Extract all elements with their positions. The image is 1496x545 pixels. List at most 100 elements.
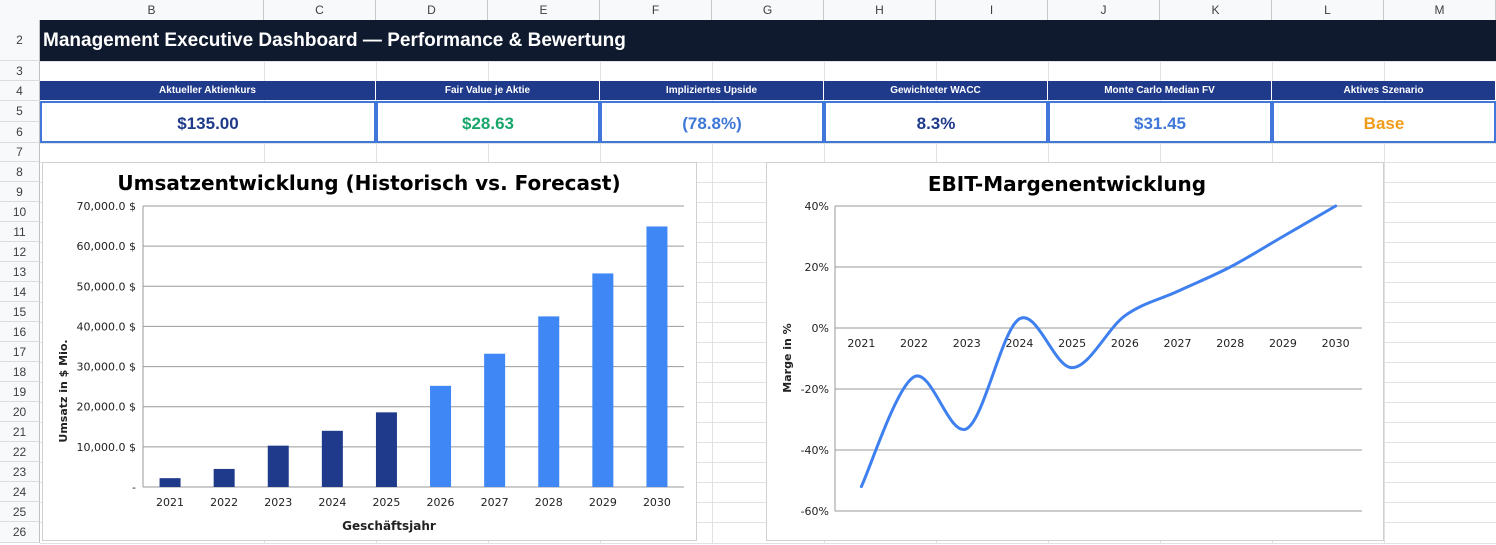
ebit-xtick-label: 2021: [847, 337, 875, 350]
ebit-xtick-label: 2022: [900, 337, 928, 350]
revenue-xaxis-label: Geschäftsjahr: [342, 519, 436, 533]
revenue-bar-2023[interactable]: [267, 445, 289, 487]
ebit-margin-chart[interactable]: EBIT-Margenentwicklung Marge in % -60% -4…: [766, 162, 1384, 541]
column-header-M[interactable]: M: [1384, 0, 1496, 20]
column-header-H[interactable]: H: [824, 0, 936, 20]
ebit-ytick-label: 40%: [805, 200, 829, 213]
ebit-ytick-label: -20%: [801, 383, 829, 396]
revenue-bar-2026[interactable]: [430, 385, 452, 487]
kpi-label[interactable]: Gewichteter WACC: [824, 81, 1048, 100]
ebit-margin-chart-svg: EBIT-Margenentwicklung Marge in % -60% -4…: [781, 172, 1362, 518]
row-header-14[interactable]: 14: [0, 282, 40, 302]
ebit-xtick-label: 2026: [1111, 337, 1139, 350]
ebit-xtick-label: 2024: [1005, 337, 1033, 350]
row-header-21[interactable]: 21: [0, 422, 40, 442]
revenue-yaxis-label: Umsatz in $ Mio.: [57, 339, 70, 442]
grid-row-line: [40, 543, 1496, 544]
revenue-xtick-label: 2023: [264, 496, 292, 509]
revenue-bar-2021[interactable]: [159, 478, 181, 487]
column-header-D[interactable]: D: [376, 0, 488, 20]
revenue-xtick-label: 2022: [210, 496, 238, 509]
revenue-ytick-label: 70,000.0 $: [77, 200, 136, 213]
revenue-ytick-label: 40,000.0 $: [77, 320, 136, 333]
row-header-23[interactable]: 23: [0, 462, 40, 482]
revenue-bar-2028[interactable]: [538, 316, 560, 487]
column-header-E[interactable]: E: [488, 0, 600, 20]
kpi-label[interactable]: Impliziertes Upside: [600, 81, 824, 100]
column-header-J[interactable]: J: [1048, 0, 1160, 20]
ebit-ytick-label: -60%: [801, 505, 829, 518]
row-header-2[interactable]: 2: [0, 20, 40, 61]
revenue-bar-2027[interactable]: [484, 353, 506, 487]
row-header-11[interactable]: 11: [0, 222, 40, 242]
ebit-ytick-label: 0%: [812, 322, 829, 335]
revenue-xtick-label: 2026: [427, 496, 455, 509]
ebit-xtick-label: 2027: [1164, 337, 1192, 350]
row-header-15[interactable]: 15: [0, 302, 40, 322]
revenue-xtick-label: 2021: [156, 496, 184, 509]
column-header-K[interactable]: K: [1160, 0, 1272, 20]
revenue-chart[interactable]: Umsatzentwicklung (Historisch vs. Foreca…: [42, 162, 697, 541]
column-header-I[interactable]: I: [936, 0, 1048, 20]
column-header-F[interactable]: F: [600, 0, 712, 20]
row-header-12[interactable]: 12: [0, 242, 40, 262]
kpi-value[interactable]: $135.00: [40, 101, 376, 143]
row-header-4[interactable]: 4: [0, 81, 40, 101]
revenue-bar-2024[interactable]: [321, 430, 343, 487]
revenue-chart-svg: Umsatzentwicklung (Historisch vs. Foreca…: [57, 171, 684, 533]
kpi-value[interactable]: (78.8%): [600, 101, 824, 143]
ebit-ytick-label: -40%: [801, 444, 829, 457]
row-header-26[interactable]: 26: [0, 522, 40, 543]
revenue-bar-2030[interactable]: [646, 226, 668, 488]
grid-col-line: [712, 20, 713, 543]
revenue-chart-title: Umsatzentwicklung (Historisch vs. Foreca…: [117, 171, 620, 195]
row-header-18[interactable]: 18: [0, 362, 40, 382]
ebit-chart-title: EBIT-Margenentwicklung: [928, 172, 1206, 196]
column-header-L[interactable]: L: [1272, 0, 1384, 20]
ebit-margin-line[interactable]: [859, 204, 1338, 489]
row-header-6[interactable]: 6: [0, 122, 40, 143]
revenue-bar-2022[interactable]: [213, 468, 235, 487]
revenue-ytick-label: 20,000.0 $: [77, 401, 136, 414]
grid-row-line: [40, 143, 1496, 144]
kpi-value[interactable]: Base: [1272, 101, 1496, 143]
revenue-xtick-label: 2027: [481, 496, 509, 509]
ebit-xtick-label: 2023: [953, 337, 981, 350]
column-header-G[interactable]: G: [712, 0, 824, 20]
kpi-value[interactable]: 8.3%: [824, 101, 1048, 143]
row-header-17[interactable]: 17: [0, 342, 40, 362]
row-header-16[interactable]: 16: [0, 322, 40, 342]
row-header-5[interactable]: 5: [0, 101, 40, 122]
kpi-label[interactable]: Aktives Szenario: [1272, 81, 1496, 100]
kpi-label[interactable]: Aktueller Aktienkurs: [40, 81, 376, 100]
revenue-bar-2029[interactable]: [592, 273, 614, 487]
column-header-B[interactable]: B: [40, 0, 264, 20]
column-header-C[interactable]: C: [264, 0, 376, 20]
revenue-ytick-label: 10,000.0 $: [77, 441, 136, 454]
kpi-label[interactable]: Fair Value je Aktie: [376, 81, 600, 100]
revenue-ytick-label: 30,000.0 $: [77, 361, 136, 374]
kpi-label[interactable]: Monte Carlo Median FV: [1048, 81, 1272, 100]
ebit-xtick-label: 2028: [1216, 337, 1244, 350]
row-header-7[interactable]: 7: [0, 143, 40, 162]
row-header-20[interactable]: 20: [0, 402, 40, 422]
row-header-3[interactable]: 3: [0, 61, 40, 81]
row-header-22[interactable]: 22: [0, 442, 40, 462]
row-header-24[interactable]: 24: [0, 482, 40, 502]
revenue-ytick-label: 50,000.0 $: [77, 280, 136, 293]
revenue-xtick-label: 2024: [318, 496, 346, 509]
kpi-value[interactable]: $28.63: [376, 101, 600, 143]
ebit-xtick-label: 2030: [1322, 337, 1350, 350]
grid-row-line: [40, 61, 1496, 62]
revenue-ytick-label: 60,000.0 $: [77, 240, 136, 253]
row-header-19[interactable]: 19: [0, 382, 40, 402]
kpi-value[interactable]: $31.45: [1048, 101, 1272, 143]
ebit-ytick-label: 20%: [805, 261, 829, 274]
revenue-bar-2025[interactable]: [375, 412, 397, 487]
row-header-9[interactable]: 9: [0, 182, 40, 202]
row-header-8[interactable]: 8: [0, 162, 40, 182]
row-header-25[interactable]: 25: [0, 502, 40, 522]
row-header-10[interactable]: 10: [0, 202, 40, 222]
row-header-13[interactable]: 13: [0, 262, 40, 282]
